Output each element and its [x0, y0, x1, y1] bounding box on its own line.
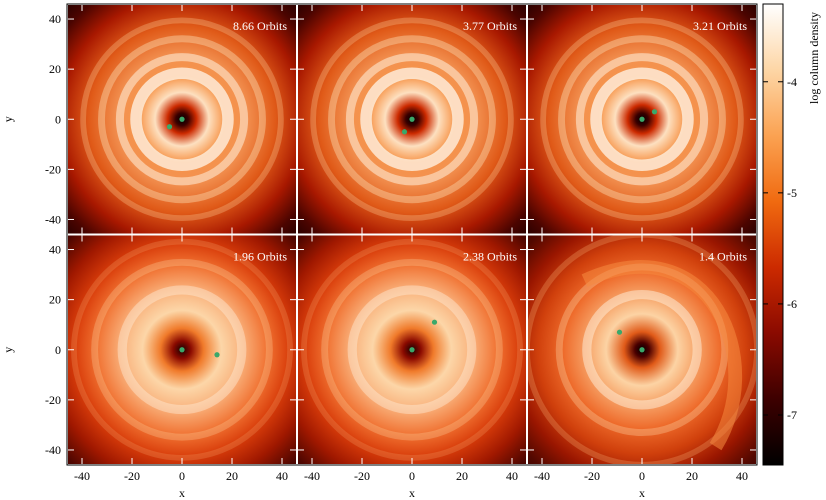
x-tick-label: 0: [409, 469, 415, 483]
star-marker: [639, 116, 645, 122]
x-tick-label: -40: [304, 469, 320, 483]
x-axis-title-left: x: [179, 486, 185, 500]
density-ring: [558, 35, 726, 204]
density-ring: [582, 289, 702, 410]
y-tick-label: 0: [55, 343, 61, 357]
star-marker: [409, 116, 415, 122]
density-ring: [115, 53, 249, 186]
planet-marker: [651, 109, 658, 115]
x-tick-label: 20: [226, 469, 238, 483]
x-tick-label: 40: [506, 469, 518, 483]
panel-ticks: [67, 4, 297, 235]
orbit-label: 1.4 Orbits: [699, 250, 747, 264]
planet-marker: [166, 124, 173, 130]
plot-frame: [66, 3, 758, 466]
star-marker: [409, 347, 415, 353]
planet-marker: [616, 329, 623, 335]
y-tick-label: -40: [45, 212, 61, 226]
colorbar-tick-label: -7: [787, 408, 797, 422]
density-ring: [360, 67, 464, 171]
density-ring: [91, 258, 273, 441]
axes-group: -40 -20 0 20 40 -40 -20 0 20 40 -40 -20 0 20 40 -40 -20 0…: [45, 3, 758, 483]
y-axis-title-top: y: [1, 116, 15, 122]
x-tick-label: -40: [74, 469, 90, 483]
planet-marker: [214, 352, 220, 358]
density-ring: [575, 53, 709, 186]
y-tick-label: -20: [45, 393, 61, 407]
x-tick-label: 20: [686, 469, 698, 483]
planet-marker: [431, 319, 438, 325]
spiral-arm: [581, 260, 743, 451]
density-ring: [310, 17, 514, 222]
panel-ticks: [527, 4, 757, 235]
colorbar-tick-label: -6: [787, 297, 797, 311]
x-tick-label: -20: [584, 469, 600, 483]
x-tick-label: 40: [276, 469, 288, 483]
density-ring: [321, 258, 503, 441]
density-ring: [345, 53, 479, 186]
colorbar-gradient: [762, 3, 784, 466]
density-panel: 3.21 Orbits: [527, 4, 757, 235]
x-tick-label: -40: [534, 469, 550, 483]
density-ring: [347, 285, 477, 415]
orbit-label: 2.38 Orbits: [463, 250, 517, 264]
density-panel: 1.4 Orbits: [527, 234, 757, 465]
density-panel: 2.38 Orbits: [297, 234, 527, 465]
x-axis-title-middle: x: [409, 486, 415, 500]
colorbar-title: log column density: [807, 12, 821, 104]
y-tick-label: 20: [49, 62, 61, 76]
y-tick-label: 0: [55, 112, 61, 126]
orbit-label: 8.66 Orbits: [233, 19, 287, 33]
colorbar-tick-label: -5: [787, 186, 797, 200]
x-tick-label: -20: [124, 469, 140, 483]
x-tick-label: 20: [456, 469, 468, 483]
x-tick-label: 0: [639, 469, 645, 483]
density-ring: [328, 35, 496, 204]
orbit-label: 3.21 Orbits: [693, 19, 747, 33]
star-marker: [639, 347, 645, 353]
y-tick-label: -40: [45, 443, 61, 457]
x-tick-label: 40: [736, 469, 748, 483]
panel-ticks: [297, 234, 527, 465]
density-ring: [540, 17, 744, 222]
colorbar: -4 -5 -6 -7: [762, 3, 797, 466]
density-ring: [117, 285, 247, 415]
star-marker: [179, 116, 185, 122]
density-ring: [98, 35, 266, 204]
orbit-label: 1.96 Orbits: [233, 250, 287, 264]
orbit-label: 3.77 Orbits: [463, 19, 517, 33]
density-ring: [80, 17, 284, 222]
y-tick-label: 40: [49, 243, 61, 257]
density-ring: [590, 67, 694, 171]
panel-ticks: [67, 234, 297, 465]
colorbar-tick-label: -4: [787, 75, 797, 89]
y-tick-label: -20: [45, 162, 61, 176]
y-axis-title-bottom: y: [1, 347, 15, 353]
x-tick-label: -20: [354, 469, 370, 483]
x-axis-title-right: x: [639, 486, 645, 500]
x-tick-label: 0: [179, 469, 185, 483]
density-panel: 8.66 Orbits: [67, 4, 297, 235]
star-marker: [179, 347, 185, 353]
density-panel: 3.77 Orbits: [297, 4, 527, 235]
planet-marker: [401, 129, 408, 135]
y-tick-label: 40: [49, 12, 61, 26]
panel-ticks: [297, 4, 527, 235]
density-panel: 1.96 Orbits: [67, 234, 297, 465]
y-tick-label: 20: [49, 293, 61, 307]
density-ring: [130, 67, 234, 171]
panel-ticks: [527, 234, 757, 465]
